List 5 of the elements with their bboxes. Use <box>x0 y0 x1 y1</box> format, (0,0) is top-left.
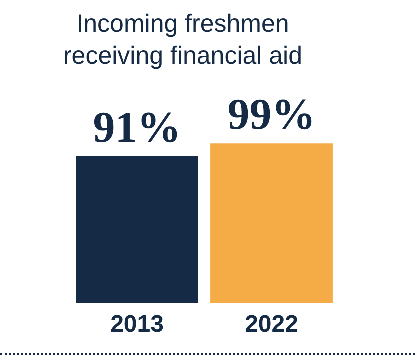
x-tick-label: 2013 <box>110 311 164 338</box>
data-label: 91% <box>93 102 182 152</box>
chart-title: Incoming freshmen receiving financial aid <box>62 9 304 72</box>
x-tick-label: 2022 <box>245 311 298 338</box>
data-label: 99% <box>228 90 316 139</box>
